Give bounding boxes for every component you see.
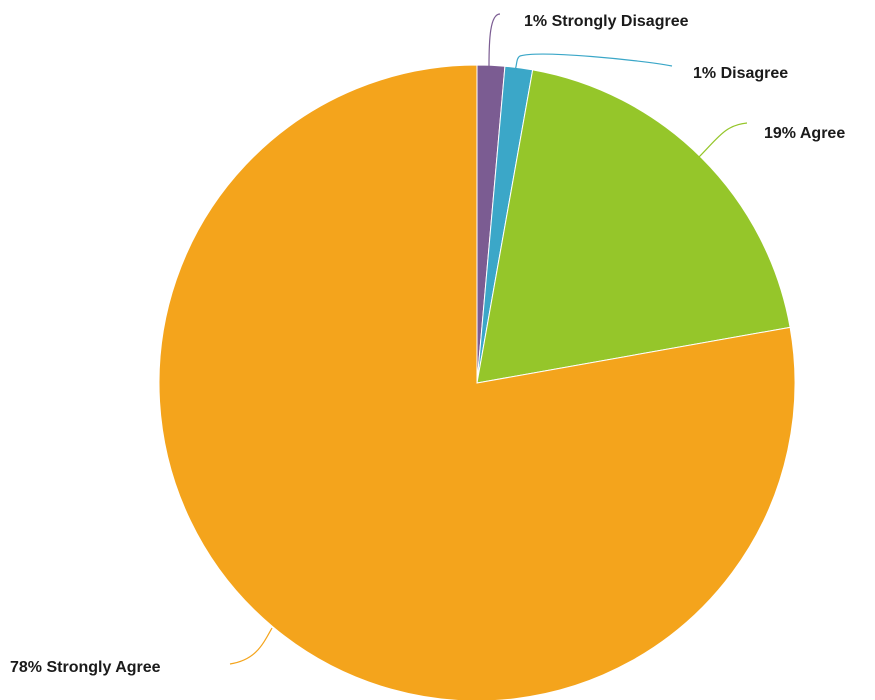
slice-labels-layer: 1% Strongly Disagree 1% Disagree 19% Agree… bbox=[10, 13, 845, 676]
leader-line-strongly-agree bbox=[229, 627, 273, 665]
slice-label-agree: 19% Agree bbox=[764, 125, 845, 142]
pie-slice-strongly-agree bbox=[158, 64, 796, 700]
pie-slice-agree bbox=[476, 69, 791, 384]
slice-label-disagree: 1% Disagree bbox=[693, 65, 788, 82]
leader-line-agree bbox=[697, 122, 748, 159]
slices-layer bbox=[158, 64, 796, 700]
leader-lines-layer bbox=[229, 13, 748, 665]
slice-label-strongly-disagree: 1% Strongly Disagree bbox=[524, 13, 689, 30]
leader-line-disagree bbox=[514, 53, 673, 71]
slice-label-strongly-agree: 78% Strongly Agree bbox=[10, 659, 161, 676]
leader-line-strongly-disagree bbox=[488, 13, 501, 67]
